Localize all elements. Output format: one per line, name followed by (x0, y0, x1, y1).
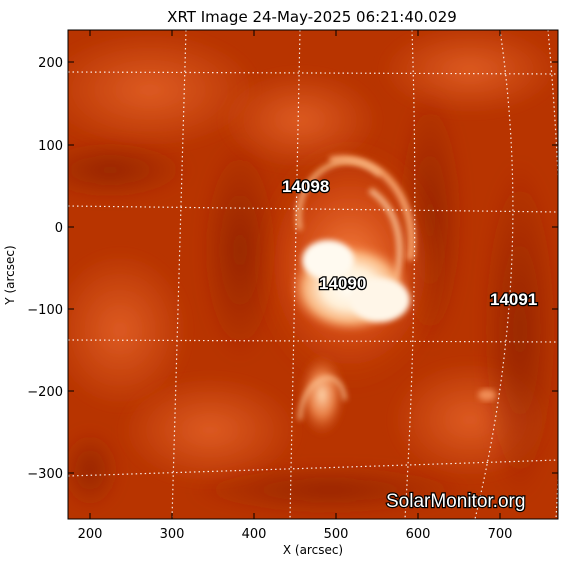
heliographic-grid (68, 30, 558, 519)
axis-tick-marks (68, 30, 558, 519)
x-axis-tick-labels: 200 300 400 500 600 700 (78, 527, 513, 542)
grid-latitude-line (68, 71, 558, 75)
watermark-text: SolarMonitor.org (386, 491, 525, 512)
y-tick-label: 200 (38, 56, 63, 71)
grid-latitude-line (68, 459, 558, 477)
x-tick-label: 700 (488, 527, 513, 542)
y-tick-label: 0 (55, 221, 63, 236)
figure-title: XRT Image 24-May-2025 06:21:40.029 (167, 8, 457, 26)
y-tick-label: −200 (27, 385, 63, 400)
x-tick-label: 200 (78, 527, 103, 542)
region-label-14098: 14098 (282, 177, 329, 196)
region-label-14090: 14090 (319, 274, 366, 293)
grid-latitude-line (68, 205, 558, 213)
x-tick-label: 600 (406, 527, 431, 542)
grid-latitude-line (68, 339, 558, 343)
xrt-image (68, 30, 558, 519)
y-tick-label: −300 (27, 467, 63, 482)
plot-frame (67, 29, 559, 520)
y-tick-label: 100 (38, 139, 63, 154)
grid-longitude-line (171, 30, 187, 519)
y-axis-tick-labels: 200 100 0 −100 −200 −300 (27, 56, 63, 482)
x-axis-label: X (arcsec) (283, 543, 343, 557)
y-tick-label: −100 (27, 303, 63, 318)
x-tick-label: 500 (324, 527, 349, 542)
x-tick-label: 300 (160, 527, 185, 542)
region-label-14091: 14091 (490, 290, 537, 309)
grid-longitude-line (289, 30, 301, 519)
y-axis-label: Y (arcsec) (3, 245, 17, 305)
x-tick-label: 400 (242, 527, 267, 542)
